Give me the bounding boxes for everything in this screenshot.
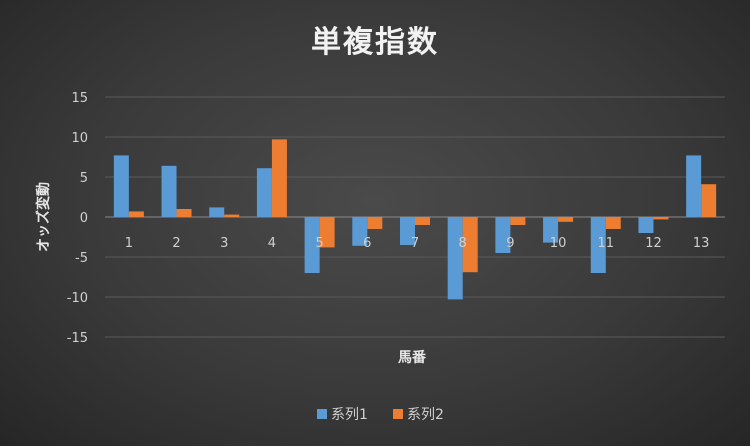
legend: 系列1 系列2 bbox=[317, 407, 444, 423]
bar-series2-7 bbox=[415, 217, 430, 225]
y-tick-label: -15 bbox=[67, 331, 88, 346]
bar-series2-8 bbox=[462, 217, 478, 273]
bar-series1-10 bbox=[543, 217, 559, 243]
y-axis-title: オッズ変動 bbox=[35, 182, 52, 252]
y-tick-label: -5 bbox=[75, 251, 88, 266]
x-tick-label: 2 bbox=[172, 236, 180, 251]
legend-label-series2: 系列2 bbox=[407, 407, 444, 423]
x-tick-label: 6 bbox=[363, 236, 371, 251]
y-tick-label: 0 bbox=[80, 211, 88, 226]
bar-series1-4 bbox=[256, 168, 272, 217]
bar-series1-12 bbox=[638, 217, 654, 233]
chart-title: 単複指数 bbox=[311, 25, 439, 60]
bar-series2-3 bbox=[224, 214, 240, 217]
x-tick-label: 9 bbox=[506, 236, 514, 251]
bar-series1-1 bbox=[113, 155, 129, 217]
legend-label-series1: 系列1 bbox=[331, 407, 368, 423]
x-tick-label: 12 bbox=[645, 236, 662, 251]
x-tick-label: 1 bbox=[125, 236, 133, 251]
y-tick-label: 5 bbox=[80, 171, 88, 186]
y-tick-label: -10 bbox=[67, 291, 88, 306]
bar-series2-12 bbox=[653, 217, 669, 220]
bar-series1-9 bbox=[495, 217, 511, 253]
bar-series1-2 bbox=[161, 165, 177, 217]
bar-series2-1 bbox=[128, 211, 144, 217]
x-tick-label: 4 bbox=[268, 236, 276, 251]
bar-series1-7 bbox=[400, 217, 415, 245]
bar-series2-9 bbox=[510, 217, 526, 225]
bar-series2-6 bbox=[367, 217, 383, 229]
x-tick-label: 7 bbox=[411, 236, 419, 251]
bar-series2-10 bbox=[558, 217, 574, 222]
bar-series2-13 bbox=[701, 184, 717, 217]
x-tick-label: 11 bbox=[597, 236, 614, 251]
bar-series1-13 bbox=[686, 155, 702, 217]
bar-series1-3 bbox=[209, 207, 225, 217]
x-tick-label: 13 bbox=[693, 236, 710, 251]
bar-series1-6 bbox=[352, 217, 368, 246]
x-tick-label: 10 bbox=[550, 236, 567, 251]
bar-series2-2 bbox=[176, 209, 192, 217]
x-tick-label: 8 bbox=[459, 236, 467, 251]
bar-series2-4 bbox=[271, 139, 287, 217]
y-tick-label: 10 bbox=[71, 131, 88, 146]
bar-series2-5 bbox=[319, 217, 335, 248]
x-tick-label: 3 bbox=[220, 236, 228, 251]
x-axis-title: 馬番 bbox=[398, 349, 427, 366]
gridlines bbox=[105, 96, 725, 338]
x-tick-label: 5 bbox=[315, 236, 323, 251]
y-tick-labels: 15 10 5 0 -5 -10 -15 bbox=[67, 91, 88, 346]
legend-swatch-series2 bbox=[393, 409, 403, 419]
legend-swatch-series1 bbox=[317, 409, 327, 419]
bar-series1-8 bbox=[447, 217, 463, 300]
x-tick-labels: 1 2 3 4 5 6 7 8 9 10 11 12 13 bbox=[125, 236, 710, 251]
bar-series1-5 bbox=[304, 217, 320, 273]
bars bbox=[113, 139, 717, 300]
y-tick-label: 15 bbox=[71, 91, 88, 106]
bar-series2-11 bbox=[605, 217, 621, 229]
bar-series1-11 bbox=[590, 217, 606, 273]
